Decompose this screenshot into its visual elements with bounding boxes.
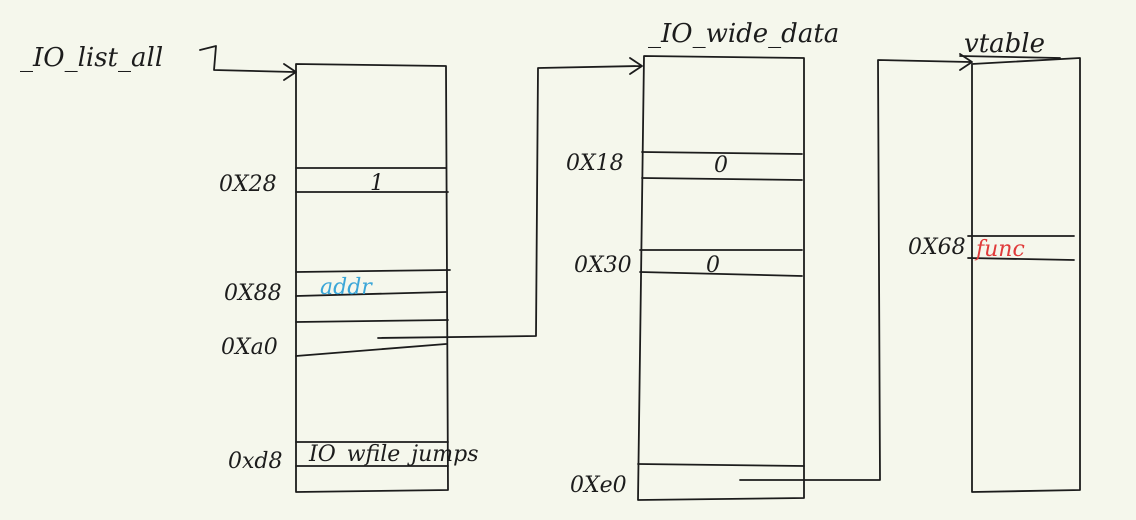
vtable-box	[967, 57, 1081, 493]
file-struct-box	[295, 63, 451, 493]
file-value-0x28: 1	[370, 171, 384, 196]
file-offset-0xd8: 0xd8	[228, 449, 282, 474]
vtable-offset-0x68: 0X68	[908, 235, 966, 260]
wide-data-struct-box	[637, 55, 805, 501]
file-offset-0x88: 0X88	[224, 281, 282, 306]
file-offset-0xa0: 0Xa0	[221, 335, 278, 360]
io-list-all-label: _IO_list_all	[20, 43, 163, 73]
wide-data-pointer-arrow	[377, 57, 643, 339]
file-value-0xd8: _IO_wfile_jumps	[298, 442, 479, 467]
wide-offset-0x30: 0X30	[574, 253, 632, 278]
file-offset-0x28: 0X28	[219, 172, 277, 197]
io-wide-data-label: _IO_wide_data	[648, 19, 839, 49]
wide-value-0x18: 0	[714, 153, 728, 178]
wide-offset-0xe0: 0Xe0	[570, 473, 627, 498]
file-value-0x88-addr: addr	[320, 275, 373, 300]
wide-value-0x30: 0	[706, 253, 720, 278]
vtable-value-0x68-func: func	[974, 237, 1025, 262]
wide-offset-0x18: 0X18	[566, 151, 624, 176]
vtable-pointer-arrow	[739, 53, 973, 481]
io-list-all-pointer-arrow	[199, 45, 297, 81]
vtable-label-underline	[959, 55, 1061, 59]
vtable-label: vtable	[964, 29, 1045, 59]
